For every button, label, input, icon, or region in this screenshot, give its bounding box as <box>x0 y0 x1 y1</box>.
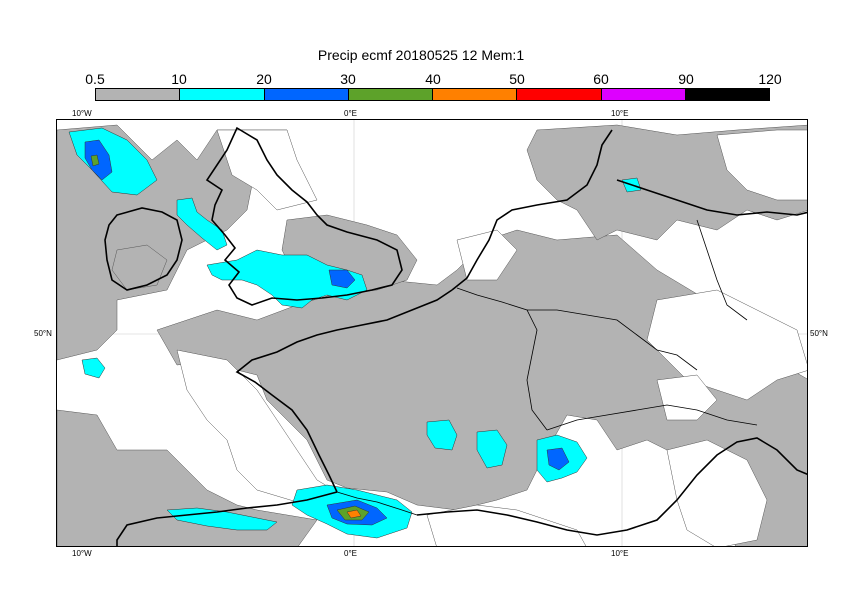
country-borders <box>336 219 758 516</box>
border-spain-france <box>336 491 418 516</box>
precipitation-map <box>56 119 808 547</box>
colorbar-tick-label: 120 <box>758 71 782 87</box>
border-germany-poland <box>696 219 748 321</box>
precip-blue-atlantic <box>84 139 113 181</box>
colorbar-tick-label: 10 <box>171 71 187 87</box>
colorbar-tick-label: 0.5 <box>85 71 105 87</box>
colorbar-segment <box>180 89 265 100</box>
precip-blue-england <box>328 269 356 289</box>
precip-band-40-50 <box>346 509 362 519</box>
top-axis-label-0e: 0°E <box>344 109 357 118</box>
precip-blue-alps <box>546 447 570 471</box>
precip-green-atlantic <box>90 154 100 167</box>
chart-title: Precip ecmf 20180525 12 Mem:1 <box>317 47 525 63</box>
colorbar-tick-label: 40 <box>425 71 441 87</box>
colorbar-tick-label: 60 <box>593 71 609 87</box>
dry-area-scandinavia <box>716 129 807 201</box>
dry-area-mediterranean <box>426 504 587 546</box>
colorbar-segment <box>517 89 602 100</box>
coastline-ireland <box>104 207 183 291</box>
coastline-mediterranean <box>416 437 807 536</box>
right-axis-label-50n: 50°N <box>810 329 828 338</box>
top-axis-label-10w: 10°W <box>72 109 92 118</box>
colorbar-segment <box>601 89 686 100</box>
border-germany-france <box>527 309 698 371</box>
precip-cyan-massif <box>426 419 458 451</box>
precip-cyan-france-east <box>476 429 508 469</box>
precip-cyan-england <box>206 249 368 309</box>
bottom-axis-label-10e: 10°E <box>611 549 629 558</box>
coastline-great-britain <box>205 126 403 306</box>
dry-area-germany-east <box>646 289 807 401</box>
colorbar-segment <box>433 89 518 100</box>
precip-area-ireland-patch <box>111 244 168 291</box>
colorbar-segment <box>348 89 433 100</box>
precip-cyan-irish-sea <box>176 197 228 251</box>
coastline-france-north <box>235 289 453 493</box>
coastline-baltic <box>616 179 807 216</box>
colorbar-tick-label: 20 <box>256 71 272 87</box>
colorbar-tick-label: 90 <box>678 71 694 87</box>
bottom-axis-label-10w: 10°W <box>72 549 92 558</box>
coastline-benelux-germany <box>451 129 613 291</box>
colorbar-legend <box>95 88 770 101</box>
left-axis-label-50n: 50°N <box>34 329 52 338</box>
precip-area-sw <box>57 409 318 546</box>
map-canvas <box>57 120 807 546</box>
coastlines <box>104 126 807 546</box>
border-france-belgium <box>456 287 548 431</box>
bottom-axis-label-0e: 0°E <box>344 549 357 558</box>
precip-cyan-biscay <box>81 357 106 379</box>
dry-area-austria-south <box>656 374 718 421</box>
colorbar-tick-label: 50 <box>509 71 525 87</box>
colorbar-tick-label: 30 <box>340 71 356 87</box>
precip-area-france-central <box>156 229 807 546</box>
precip-orange-pyrenees <box>346 509 362 519</box>
coastline-spain-north <box>116 491 338 546</box>
colorbar-segment <box>685 89 769 100</box>
colorbar-segment <box>264 89 349 100</box>
border-alps <box>546 404 758 431</box>
colorbar-segment <box>96 89 181 100</box>
top-axis-label-10e: 10°E <box>611 109 629 118</box>
dry-area-italy <box>666 439 768 546</box>
